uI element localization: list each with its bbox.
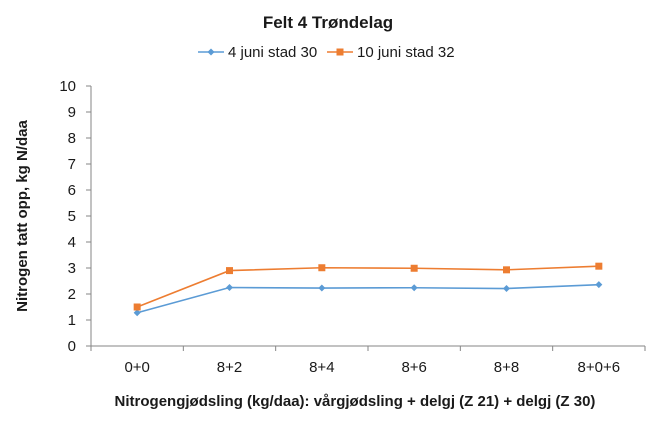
y-tick-label: 0 [68, 338, 76, 355]
chart-title: Felt 4 Trøndelag [263, 13, 393, 32]
legend-item-series-2: 10 juni stad 32 [327, 44, 455, 61]
y-tick-label: 3 [68, 260, 76, 277]
axes: 0 1 2 3 4 5 6 7 8 9 10 0+0 8+2 8+4 8+6 8+8 8+0+6 [59, 78, 646, 376]
x-axis-label: Nitrogengjødsling (kg/daa): vårgjødsling… [115, 393, 596, 410]
series-line-1 [136, 283, 599, 314]
data-point [226, 267, 233, 275]
x-tick-label: 0+0 [124, 359, 149, 376]
legend-marker-series-1 [207, 48, 215, 56]
y-tick-label: 5 [68, 208, 76, 225]
data-point [133, 303, 141, 311]
y-tick-label: 8 [68, 130, 76, 147]
x-tick-label: 8+0+6 [578, 359, 621, 376]
data-point [318, 284, 326, 292]
x-tick-label: 8+2 [217, 359, 242, 376]
data-point [226, 284, 233, 291]
x-tick-label: 8+6 [401, 359, 426, 376]
series-line-2 [136, 265, 599, 308]
data-point [595, 262, 603, 270]
data-point [318, 264, 326, 272]
data-point [503, 285, 510, 293]
data-point [410, 284, 418, 292]
data-point [503, 266, 510, 274]
y-tick-label: 7 [68, 156, 76, 173]
data-point [595, 281, 603, 289]
legend-label-series-2: 10 juni stad 32 [357, 44, 455, 61]
data-point [410, 264, 418, 272]
y-tick-label: 2 [68, 286, 76, 303]
legend: 4 juni stad 30 10 juni stad 32 [198, 44, 455, 61]
y-tick-label: 10 [59, 78, 76, 95]
legend-item-series-1: 4 juni stad 30 [198, 44, 317, 61]
legend-label-series-1: 4 juni stad 30 [228, 44, 317, 61]
x-tick-label: 8+8 [494, 359, 519, 376]
series-1 [133, 281, 603, 317]
y-tick-label: 1 [68, 312, 76, 329]
y-tick-label: 4 [68, 234, 76, 251]
y-axis-label: Nitrogen tatt opp, kg N/daa [14, 120, 31, 312]
data-point [133, 309, 141, 317]
y-tick-label: 9 [68, 104, 76, 121]
series-layer [133, 262, 603, 317]
series-2 [133, 262, 603, 311]
x-tick-label: 8+4 [309, 359, 334, 376]
y-tick-label: 6 [68, 182, 76, 199]
legend-marker-series-2 [336, 48, 344, 56]
